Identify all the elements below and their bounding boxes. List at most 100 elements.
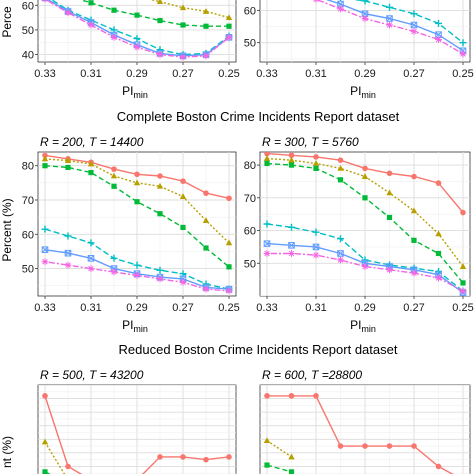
data-point-5 [312,251,320,259]
data-point-2 [134,199,140,205]
data-point-0 [411,173,417,180]
y-tick-label: 50 [22,264,34,276]
data-point-2 [180,22,186,28]
data-point-0 [435,180,442,186]
data-point-3 [41,225,49,233]
plot-area [313,0,467,58]
x-tick-label: 0.31 [305,302,326,314]
data-point-0 [386,443,393,449]
chart-panel-0: 40 50 60 0.33 0.31 0.29 0.27 0.25 PImin [22,0,240,100]
data-point-3 [87,239,95,247]
y-tick-label: 50 [244,38,256,50]
data-point-2 [226,264,232,270]
y-tick-label: 60 [22,229,34,241]
data-point-1 [361,10,369,18]
data-point-5 [110,268,118,276]
y-tick-label: 60 [244,6,256,18]
data-point-3 [288,223,295,231]
data-point-1 [225,239,233,246]
data-point-2 [203,23,209,29]
grid [260,0,470,62]
grid [260,385,470,474]
panel-title-r500: R = 500, T = 43200 [40,368,144,382]
data-point-0 [337,157,344,163]
series-line-1 [266,440,292,458]
data-point-2 [65,164,71,171]
data-point-0 [288,393,295,399]
data-point-0 [313,393,319,399]
x-tick-label: 0.33 [34,302,55,314]
data-point-0 [435,463,442,470]
data-point-2 [362,195,368,201]
x-axis-label-subscript: min [361,324,376,334]
data-point-5 [110,33,118,41]
data-point-2 [203,245,209,251]
data-point-0 [313,154,319,160]
data-point-1 [288,156,295,163]
data-point-1 [64,157,72,163]
data-point-2 [288,469,295,474]
x-tick-label: 0.27 [403,68,424,80]
data-point-2 [386,21,393,29]
data-point-5 [179,278,187,286]
x-tick-label: 0.33 [256,302,277,314]
data-point-1 [263,437,271,444]
data-point-5 [410,269,418,277]
panel-title-r200: R = 200, T = 14400 [40,135,144,149]
x-axis-label-subscript: min [133,324,148,334]
data-point-5 [337,256,344,264]
data-point-1 [288,453,295,460]
grid [38,385,236,474]
data-point-1 [312,160,320,166]
data-point-3 [133,261,141,269]
data-point-0 [361,0,369,5]
data-point-4 [263,240,271,247]
chart-panel-1: 50 60 0.33 0.31 0.29 0.27 0.25 PImin [244,0,474,100]
section-title-reduced: Reduced Boston Crime Incidents Report da… [119,342,398,357]
data-point-4 [87,254,95,262]
data-point-1 [133,179,141,186]
data-point-3 [133,35,141,43]
data-point-2 [134,12,140,18]
x-tick-label: 0.27 [403,302,424,314]
x-axis-label-subscript: min [133,90,148,100]
y-tick-label: 70 [244,193,256,205]
data-point-0 [157,454,163,460]
data-point-0 [203,190,209,196]
series-line-2 [266,464,292,473]
data-point-5 [202,285,210,293]
data-point-2 [435,36,442,43]
data-point-1 [435,230,442,237]
data-point-5 [156,275,164,283]
data-point-1 [87,160,95,167]
data-point-2 [42,469,48,474]
data-point-5 [133,272,141,279]
data-point-5 [64,9,72,17]
y-tick-label: 70 [22,195,34,207]
data-point-4 [288,241,295,249]
data-point-1 [156,0,164,4]
data-point-1 [410,21,418,29]
data-point-2 [42,163,48,169]
series-line-3 [266,223,464,292]
x-axis-label: PImin [122,84,148,100]
data-point-1 [263,155,271,161]
x-axis-label: PImin [122,318,148,334]
data-point-2 [411,237,417,243]
data-point-5 [361,263,369,270]
chart-panel-4 [37,384,237,474]
panel-title-r600: R = 600, T =28800 [262,368,362,382]
panel-title-r300: R = 300, T = 5760 [262,135,359,149]
chart-panel-2: 50 60 70 80 0.33 0.31 0.29 0.27 0.25 PImin [22,151,240,334]
data-point-5 [87,265,95,272]
data-point-1 [41,155,49,162]
y-tick-label: 50 [22,25,34,37]
data-point-0 [226,454,232,460]
x-axis-label: PImin [350,84,376,100]
x-axis-label: PImin [350,318,376,334]
data-point-2 [264,462,270,468]
data-point-3 [312,228,320,236]
y-tick-label: 80 [244,160,256,172]
data-point-2 [264,160,270,167]
